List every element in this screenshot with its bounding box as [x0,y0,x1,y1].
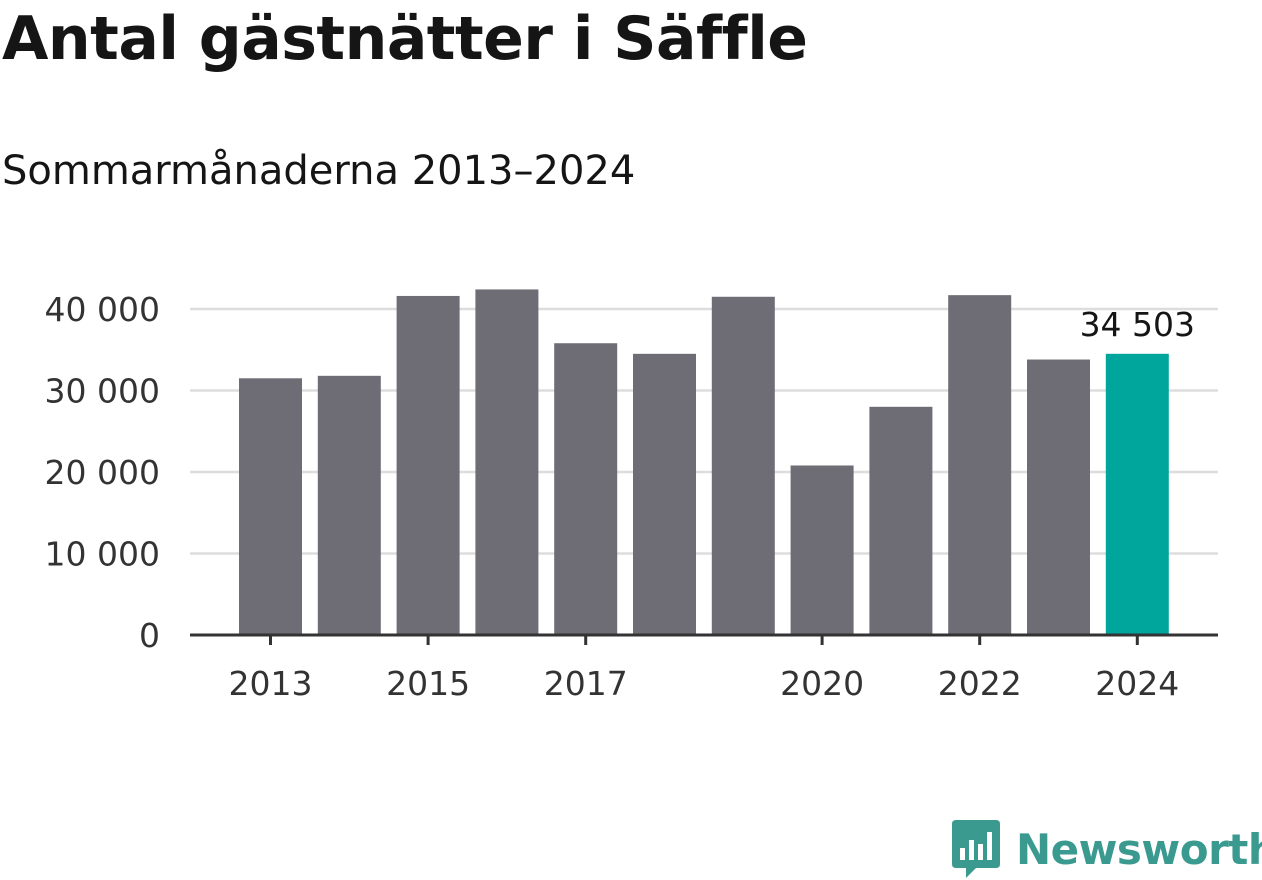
x-tick-label: 2024 [1095,664,1179,703]
y-tick-label: 0 [139,616,160,655]
bar-2023 [1027,359,1090,635]
bar-2018 [633,353,696,635]
bar-2017 [554,343,618,635]
bar-2019 [711,296,775,635]
bar-2022 [948,295,1012,635]
x-tick-label: 2013 [229,664,313,703]
y-tick-label: 10 000 [45,535,160,574]
bar-2016 [475,289,539,635]
chart-subtitle: Sommarmånaderna 2013–2024 [2,148,636,194]
y-tick-label: 20 000 [45,453,160,492]
x-tick-label: 2020 [780,664,864,703]
data-labels: 34 503 [1080,305,1195,344]
y-axis-tick-labels: 0 10 000 20 000 30 000 40 000 [45,290,160,655]
y-tick-label: 30 000 [45,372,160,411]
newsworthy-logo: Newsworthy [950,818,1262,880]
bar-2021 [869,406,933,635]
x-tick-label: 2017 [544,664,628,703]
data-label-2024: 34 503 [1080,305,1195,344]
brand-name: Newsworthy [1016,824,1262,874]
x-tick-label: 2022 [938,664,1022,703]
y-tick-label: 40 000 [45,290,160,329]
bar-2015 [396,295,460,635]
newsworthy-logo-icon [952,820,1000,878]
bar-2024 [1105,353,1169,635]
chart-title: Antal gästnätter i Säffle [2,4,808,74]
bars [239,289,1169,635]
bar-2020 [790,465,854,635]
bar-2014 [317,375,381,635]
x-axis: 2013 2015 2017 2020 2022 2024 [190,633,1218,703]
x-tick-label: 2015 [386,664,470,703]
bar-2013 [239,378,302,635]
